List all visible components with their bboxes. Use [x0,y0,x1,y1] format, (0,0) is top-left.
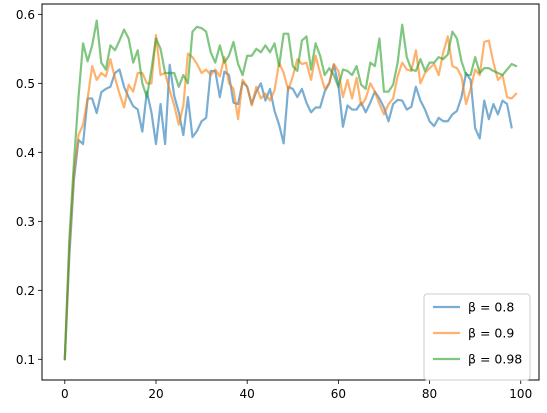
plot-frame [41,3,540,381]
x-tick-label: 100 [509,387,532,401]
y-tick-label: 0.4 [16,146,35,160]
y-tick-label: 0.1 [16,353,35,367]
series-layer [63,19,518,361]
x-tick-label: 40 [240,387,255,401]
y-tick-label: 0.6 [16,8,35,22]
legend: β = 0.8 β = 0.9 β = 0.98 [423,293,531,381]
series-line-2 [63,19,518,361]
x-tick-label: 0 [61,387,69,401]
y-axis: 0.1 0.2 0.3 0.4 0.5 0.6 [16,8,42,367]
y-tick-label: 0.5 [16,77,35,91]
legend-label: β = 0.8 [468,300,514,315]
x-tick-label: 60 [331,387,346,401]
series-2 [63,19,518,361]
x-axis: 0 20 40 60 80 100 [61,380,532,401]
x-tick-label: 20 [148,387,163,401]
y-tick-label: 0.3 [16,215,35,229]
legend-label: β = 0.98 [468,352,522,367]
legend-label: β = 0.9 [468,326,514,341]
y-tick-label: 0.2 [16,284,35,298]
x-tick-label: 80 [422,387,437,401]
